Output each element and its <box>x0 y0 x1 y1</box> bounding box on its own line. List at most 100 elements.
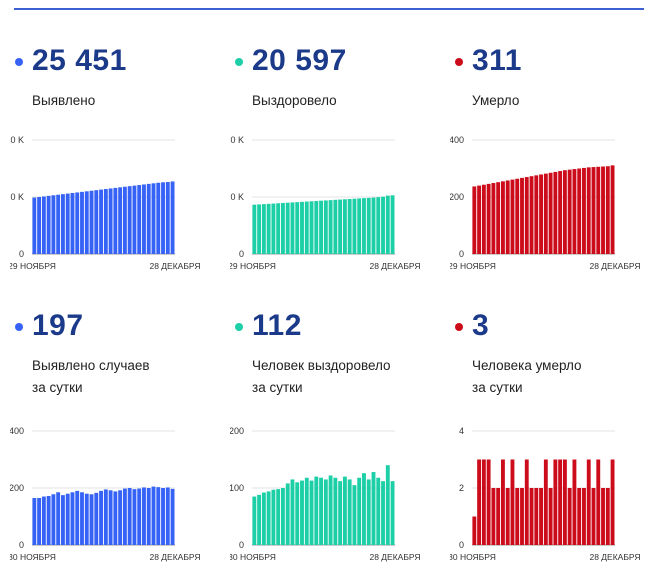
bar-chart: 0 20 K 40 K 29 НОЯБРЯ 28 ДЕКАБРЯ <box>10 135 201 271</box>
bar <box>151 486 156 545</box>
bar <box>99 490 103 545</box>
bar <box>328 200 333 254</box>
bar <box>390 195 395 254</box>
bar <box>496 488 501 545</box>
bar <box>333 477 338 545</box>
bar <box>548 488 553 545</box>
bar <box>266 203 271 254</box>
bar <box>161 488 165 545</box>
legend-dot <box>15 58 23 66</box>
bar <box>605 488 610 545</box>
bar <box>285 483 290 545</box>
bar <box>586 459 591 545</box>
x-start-label: 29 НОЯБРЯ <box>230 261 276 271</box>
bar <box>146 488 151 545</box>
stat-panel: 112 Человек выздоровело за сутки 0 100 200 30 … <box>230 305 435 575</box>
bar <box>510 459 515 545</box>
bar <box>51 195 56 254</box>
stat-label: Выявлено случаев за сутки <box>32 355 150 399</box>
bar-chart: 0 20 K 40 K 29 НОЯБРЯ 28 ДЕКАБРЯ <box>230 135 421 271</box>
y-tick-label: 400 <box>450 135 464 145</box>
bar <box>328 475 333 545</box>
y-tick-label: 40 K <box>10 135 24 145</box>
bar <box>41 496 46 545</box>
bar <box>515 178 520 254</box>
bar <box>582 488 586 545</box>
bar <box>65 193 70 254</box>
bar <box>548 172 553 254</box>
bar <box>491 183 496 254</box>
bar <box>371 472 376 545</box>
bar <box>156 182 161 254</box>
stat-panel: 197 Выявлено случаев за сутки 0 200 400 30 НОЯ… <box>10 305 215 575</box>
bar <box>481 184 486 254</box>
bar <box>156 487 161 545</box>
bar <box>390 481 395 545</box>
bar <box>534 488 539 545</box>
bar <box>539 488 543 545</box>
bar-chart: 0 200 400 29 НОЯБРЯ 28 ДЕКАБРЯ <box>450 135 641 271</box>
bar <box>591 488 596 545</box>
bar <box>276 203 281 254</box>
bar <box>252 496 257 545</box>
x-end-label: 28 ДЕКАБРЯ <box>369 552 420 562</box>
bar <box>103 189 108 254</box>
bar <box>165 182 170 254</box>
x-end-label: 28 ДЕКАБРЯ <box>589 261 640 271</box>
y-tick-label: 0 <box>459 540 464 550</box>
bar <box>543 173 548 254</box>
bar <box>170 488 175 545</box>
bar <box>472 186 477 254</box>
bar <box>539 174 543 254</box>
bar <box>362 473 366 545</box>
bar <box>558 171 563 254</box>
bar <box>529 176 534 254</box>
bar <box>529 488 534 545</box>
x-start-label: 30 НОЯБРЯ <box>230 552 276 562</box>
bar <box>300 201 304 254</box>
legend-dot <box>235 323 243 331</box>
bar <box>591 167 596 254</box>
bar <box>122 488 127 545</box>
y-tick-label: 0 <box>19 249 24 259</box>
y-tick-label: 20 K <box>230 192 244 202</box>
y-tick-label: 200 <box>230 426 244 436</box>
bar <box>56 492 61 545</box>
y-tick-label: 400 <box>10 426 24 436</box>
bar <box>89 190 94 254</box>
bar <box>309 201 314 254</box>
y-tick-label: 200 <box>10 483 24 493</box>
bar <box>347 479 352 545</box>
bar <box>266 491 271 545</box>
bar <box>601 488 605 545</box>
bar <box>524 459 529 545</box>
stat-label-line: Умерло <box>472 93 520 108</box>
stat-label-line: за сутки <box>252 380 303 395</box>
bar <box>596 166 601 254</box>
bar <box>46 495 51 545</box>
bar <box>323 479 328 545</box>
bar <box>381 481 385 545</box>
bar <box>357 477 362 545</box>
bar <box>80 492 84 545</box>
legend-dot <box>15 323 23 331</box>
bar <box>371 197 376 254</box>
bar <box>553 171 558 254</box>
bar <box>385 465 390 545</box>
bar <box>381 196 385 254</box>
bar <box>352 198 357 254</box>
stat-value: 112 <box>252 309 302 342</box>
bar <box>151 183 156 254</box>
bar <box>290 202 295 254</box>
bar <box>261 492 266 545</box>
bar <box>113 187 118 254</box>
bar <box>142 184 146 254</box>
bar <box>46 195 51 254</box>
bar <box>261 204 266 254</box>
bar <box>161 182 165 254</box>
bar <box>486 459 491 545</box>
bar <box>304 201 309 254</box>
bar <box>142 487 146 545</box>
x-start-label: 29 НОЯБРЯ <box>10 261 56 271</box>
bar <box>137 185 142 254</box>
